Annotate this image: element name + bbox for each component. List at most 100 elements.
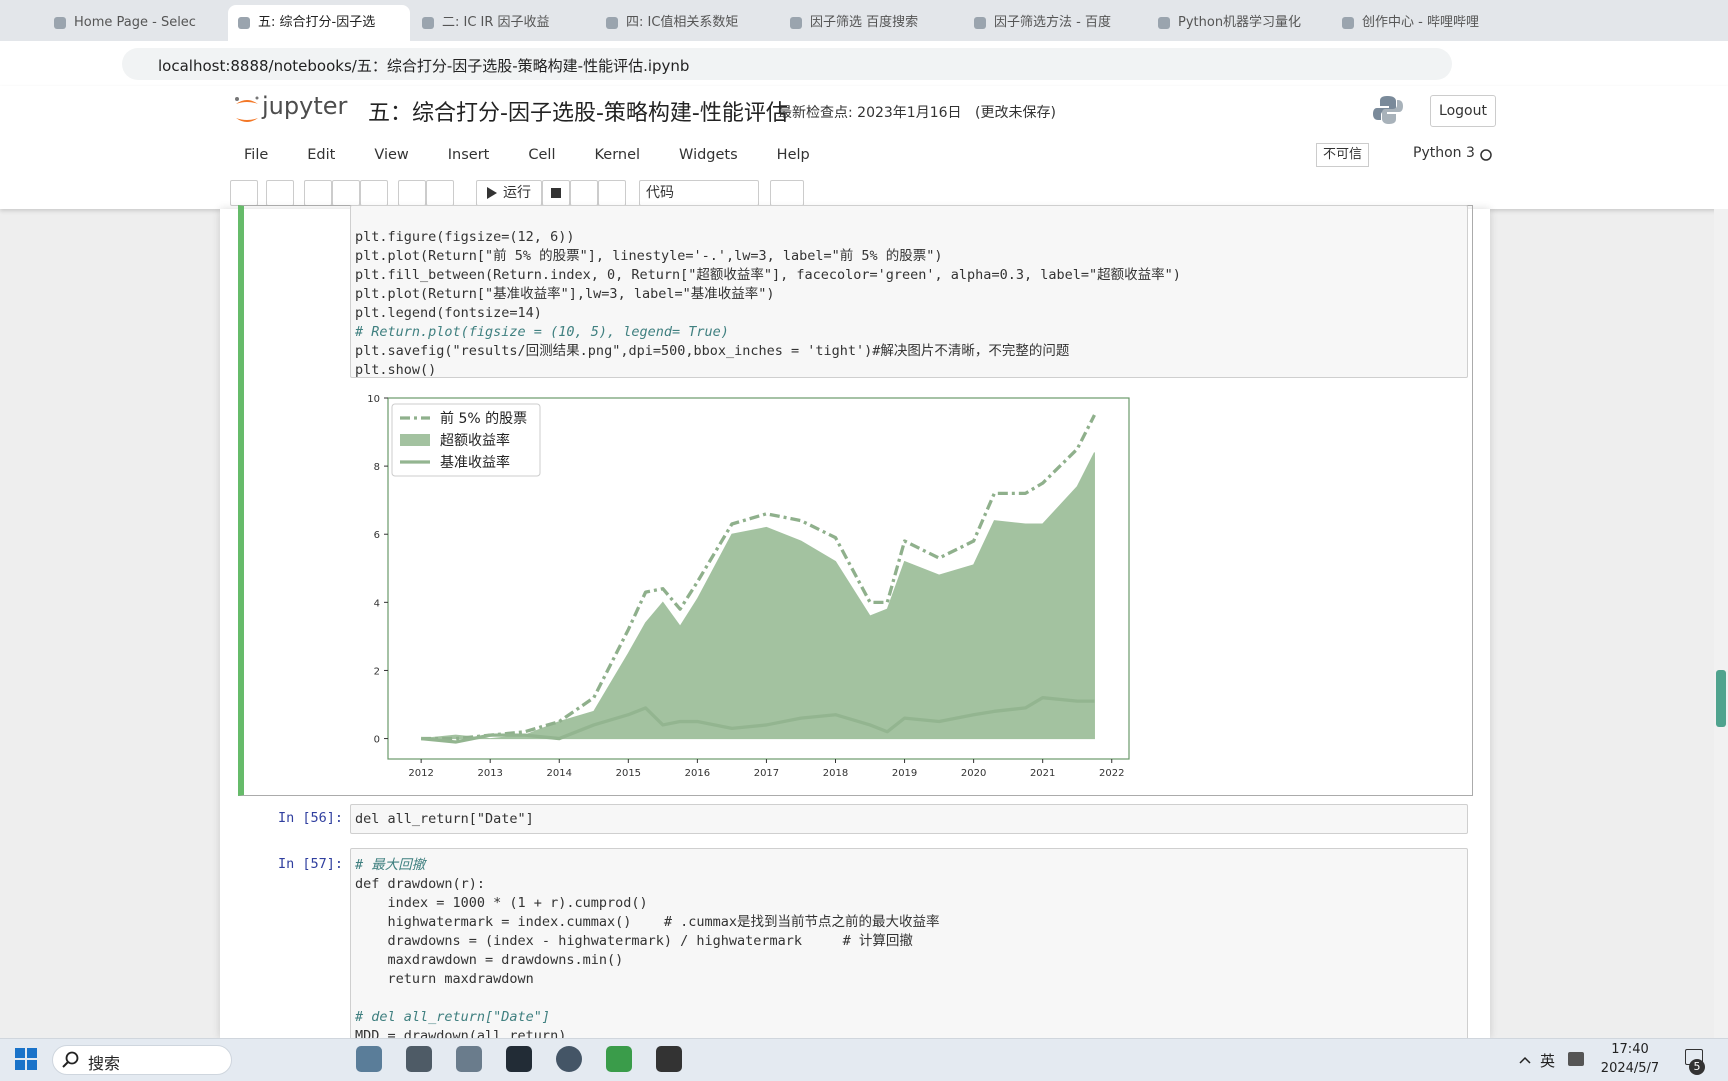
y-tick-label: 0 xyxy=(374,735,380,746)
code-line: plt.savefig("results/回测结果.png",dpi=500,b… xyxy=(355,343,1070,359)
taskbar xyxy=(0,1038,1728,1081)
taskbar-app[interactable] xyxy=(656,1046,682,1072)
menu-item[interactable]: Widgets xyxy=(679,147,738,163)
checkpoint: 最新检查点: 2023年1月16日 xyxy=(778,105,962,121)
scroll-thumb[interactable] xyxy=(1716,670,1726,727)
cell-prompt: In [56]: xyxy=(277,810,343,826)
url-box[interactable] xyxy=(122,48,1452,80)
x-tick-label: 2020 xyxy=(961,768,986,779)
tab-bar: Home Page - Selec 五: 综合打分-因子选 二: IC IR 因子收… xyxy=(0,0,1728,41)
save-status: (更改未保存) xyxy=(975,105,1056,121)
x-tick-label: 2013 xyxy=(477,768,502,779)
y-tick-label: 2 xyxy=(374,666,380,677)
stop-button[interactable] xyxy=(542,180,570,206)
browser-tab[interactable]: 二: IC IR 因子收益 xyxy=(412,5,594,41)
tray-icon[interactable] xyxy=(1568,1052,1584,1066)
tray-arrow[interactable] xyxy=(1518,1054,1532,1066)
x-tick-label: 2021 xyxy=(1030,768,1055,779)
cell-type-select[interactable]: 代码 xyxy=(639,180,759,206)
browser-tab[interactable]: 因子筛选 百度搜索 xyxy=(780,5,962,41)
stop-icon xyxy=(551,188,561,198)
browser-tab[interactable]: 五: 综合打分-因子选 xyxy=(228,5,410,41)
notebook-title[interactable]: 五：综合打分-因子选股-策略构建-性能评估 xyxy=(368,101,788,126)
code-input[interactable] xyxy=(350,205,1468,378)
clock-time[interactable]: 17:40 xyxy=(1611,1042,1649,1057)
code-line: def drawdown(r): xyxy=(355,876,486,892)
paste-button[interactable] xyxy=(360,180,388,206)
taskbar-app[interactable] xyxy=(506,1046,532,1072)
x-tick-label: 2012 xyxy=(408,768,433,779)
restart-run-button[interactable] xyxy=(598,180,626,206)
logout-button[interactable]: Logout xyxy=(1430,95,1496,127)
menu-item[interactable]: Insert xyxy=(447,147,490,163)
code-line: del all_return["Date"] xyxy=(355,811,534,827)
tab-icon xyxy=(422,17,434,29)
menu-item[interactable]: File xyxy=(244,147,269,163)
area xyxy=(421,452,1095,740)
taskbar-app[interactable] xyxy=(556,1046,582,1072)
menu-item[interactable]: Cell xyxy=(528,147,556,163)
menu-item[interactable]: View xyxy=(374,147,409,163)
x-tick-label: 2017 xyxy=(754,768,779,779)
taskbar-app[interactable] xyxy=(606,1046,632,1072)
restart-button[interactable] xyxy=(570,180,598,206)
menu-item[interactable]: Kernel xyxy=(594,147,641,163)
legend-label: 前 5% 的股票 xyxy=(440,410,527,427)
search-text[interactable]: 搜索 xyxy=(88,1054,121,1073)
taskbar-app[interactable] xyxy=(356,1046,382,1072)
code-input[interactable] xyxy=(350,804,1468,834)
code-input[interactable] xyxy=(350,848,1468,1048)
browser-tab[interactable]: 四: IC值相关系数矩 xyxy=(596,5,778,41)
taskbar-app[interactable] xyxy=(456,1046,482,1072)
kernel-name[interactable]: Python 3 xyxy=(1413,145,1475,161)
tab-icon xyxy=(790,17,802,29)
x-tick-label: 2019 xyxy=(892,768,917,779)
down-button[interactable] xyxy=(426,180,454,206)
browser-tab[interactable]: Python机器学习量化 xyxy=(1148,5,1330,41)
save-button[interactable] xyxy=(230,180,258,206)
chart: 0 2 4 6 8 10 2012 2013 2014 2015 2016 2017 2018 2019 2… xyxy=(350,391,1135,783)
jupyter-logo[interactable]: jupyter xyxy=(262,92,348,120)
x-tick-label: 2016 xyxy=(685,768,710,779)
up-button[interactable] xyxy=(398,180,426,206)
search-box[interactable] xyxy=(52,1045,232,1075)
tab-icon xyxy=(238,17,250,29)
taskbar-app[interactable] xyxy=(406,1046,432,1072)
url[interactable]: localhost:8888/notebooks/五：综合打分-因子选股-策略构… xyxy=(158,57,690,75)
tab-icon xyxy=(54,17,66,29)
y-tick-label: 8 xyxy=(374,462,380,473)
cell-type: 代码 xyxy=(646,185,674,201)
tab-icon xyxy=(1158,17,1170,29)
start-button[interactable] xyxy=(14,1047,38,1071)
keyboard-button[interactable] xyxy=(770,180,804,206)
cut-button[interactable] xyxy=(304,180,332,206)
browser-tab[interactable]: Home Page - Selec xyxy=(44,5,226,41)
kernel-indicator xyxy=(1480,149,1492,161)
search-icon xyxy=(62,1051,79,1068)
add-button[interactable] xyxy=(266,180,294,206)
x-tick-label: 2015 xyxy=(616,768,641,779)
browser-tab[interactable]: 因子筛选方法 - 百度 xyxy=(964,5,1146,41)
scrollbar[interactable] xyxy=(1714,209,1728,1038)
code-line: plt.plot(Return["基准收益率"],lw=3, label="基准… xyxy=(355,286,775,302)
code-line: # 最大回撤 xyxy=(355,857,426,873)
trusted-indicator[interactable]: 不可信 xyxy=(1316,143,1370,167)
code-line: plt.fill_between(Return.index, 0, Return… xyxy=(355,267,1181,283)
menu-item[interactable]: Edit xyxy=(307,147,336,163)
legend-label: 基准收益率 xyxy=(440,454,510,471)
ime-indicator[interactable]: 英 xyxy=(1540,1052,1556,1070)
menu-item[interactable]: Help xyxy=(776,147,810,163)
clock-date[interactable]: 2024/5/7 xyxy=(1600,1061,1660,1076)
line xyxy=(420,696,1095,744)
code-line: plt.plot(Return["前 5% 的股票"], linestyle='… xyxy=(355,248,943,264)
copy-button[interactable] xyxy=(332,180,360,206)
run-label: 运行 xyxy=(503,185,531,201)
legend-label: 超额收益率 xyxy=(440,432,510,449)
tab-icon xyxy=(606,17,618,29)
browser-tab[interactable]: 创作中心 - 哔哩哔哩 xyxy=(1332,5,1514,41)
code-line: return maxdrawdown xyxy=(355,971,534,987)
x-tick-label: 2022 xyxy=(1099,768,1124,779)
code-line: plt.show() xyxy=(355,362,437,378)
x-tick-label: 2018 xyxy=(823,768,848,779)
